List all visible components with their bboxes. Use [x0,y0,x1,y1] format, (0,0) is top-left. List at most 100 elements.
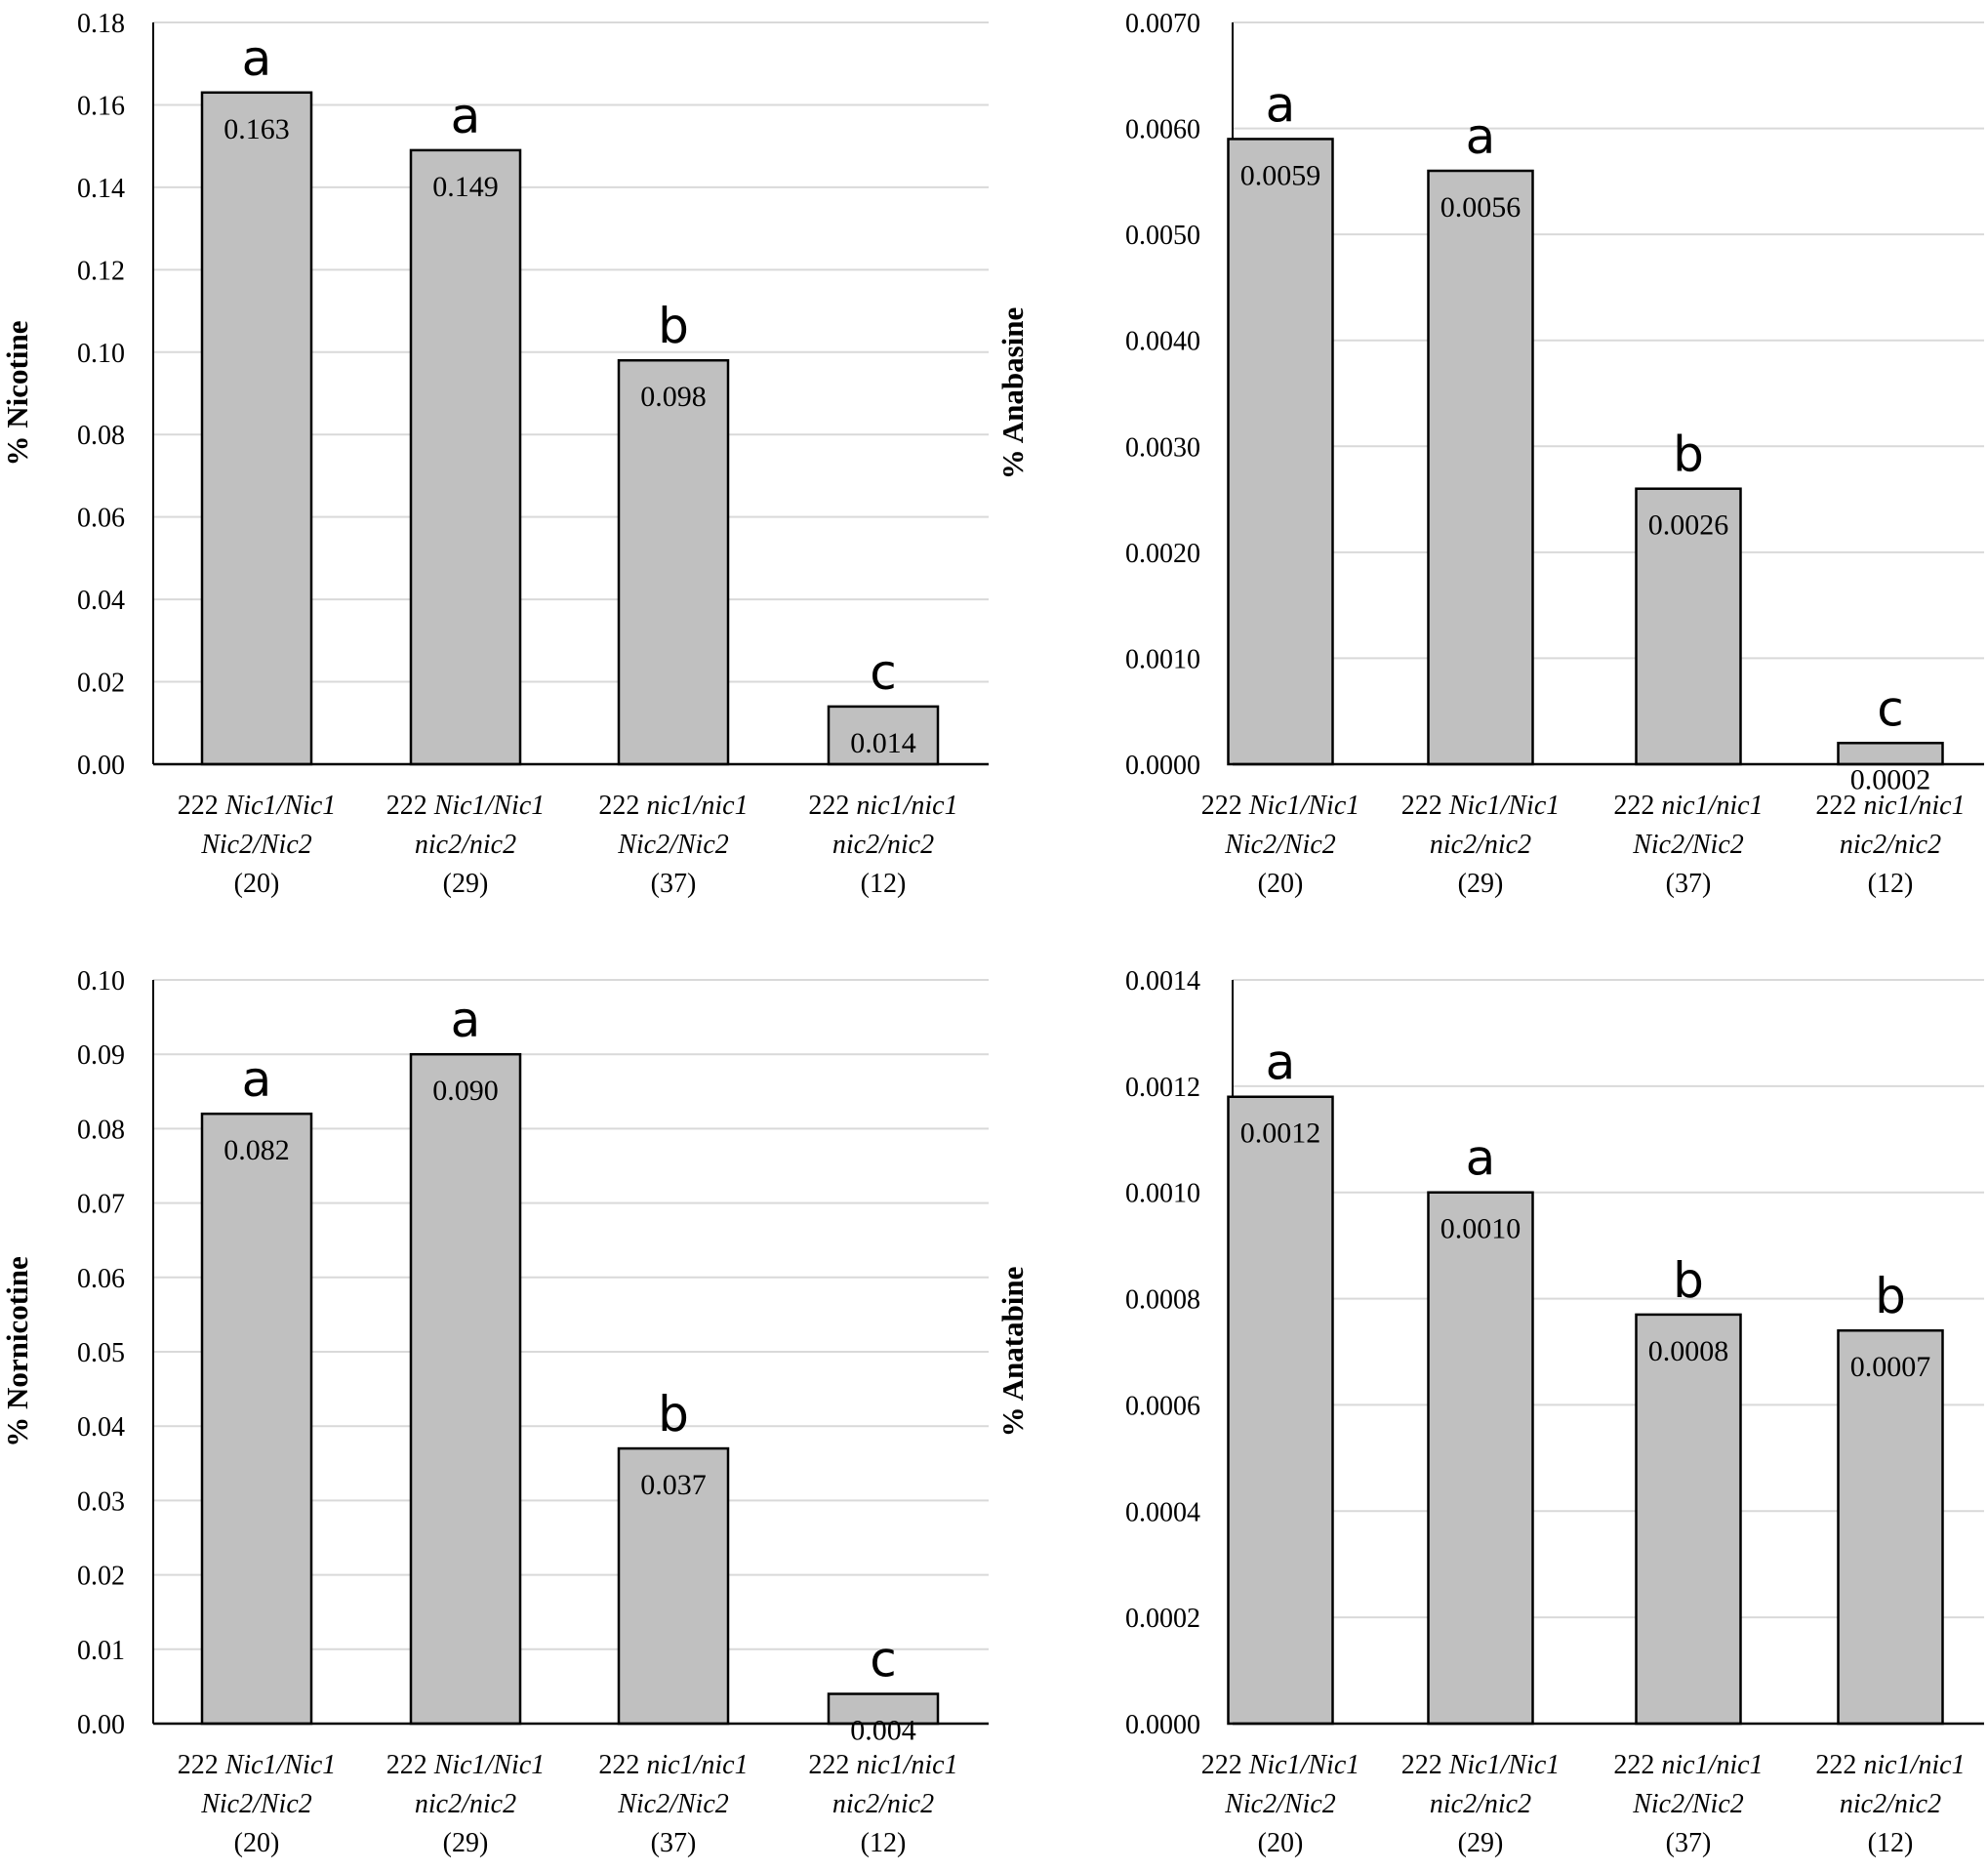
x-tick-label: 222 nic1/nic1 [1613,791,1763,821]
x-tick-prefix: 222 [1815,791,1863,821]
x-tick-prefix: 222 [598,791,646,821]
y-tick-label: 0.14 [77,174,125,204]
y-tick-label: 0.08 [77,421,125,451]
y-tick-label: 0.06 [77,1264,125,1294]
significance-letter: a [451,992,481,1048]
y-tick-label: 0.10 [77,339,125,369]
x-tick-genotype-2: Nic2/Nic2 [617,1789,729,1819]
x-tick-label: 222 nic1/nic1 [1815,791,1965,821]
y-tick-label: 0.04 [77,586,125,616]
significance-letter: a [1466,1130,1496,1187]
y-tick-label: 0.10 [77,966,125,997]
significance-letter: a [451,88,481,144]
bar [1427,1191,1534,1726]
x-tick-genotype-1: nic1/nic1 [1863,791,1965,821]
significance-letter: b [1875,1268,1906,1324]
x-tick-genotype-1: Nic1/Nic1 [1448,1750,1561,1780]
bar [827,705,940,766]
significance-letter: c [1877,680,1904,737]
x-tick-genotype-1: Nic1/Nic1 [224,1750,337,1780]
y-tick-label: 0.0014 [1125,966,1200,997]
y-tick-label: 0.0012 [1125,1073,1200,1103]
bar-value-label: 0.082 [223,1134,290,1166]
x-tick-label: 222 nic1/nic1 [1815,1750,1965,1780]
bar [1837,1328,1944,1726]
bar-value-label: 0.0010 [1440,1213,1521,1245]
y-tick-label: 0.0050 [1125,221,1200,251]
chart-nornicotine: 0.00 0.01 0.02 0.03 0.04 0.05 0.06 0.07 0.08 0.09… [0,935,994,1871]
bar [1635,1313,1742,1726]
bar [1427,169,1534,766]
x-tick-label: 222 nic1/nic1 [808,791,957,821]
y-axis-label: % Nornicotine [0,1256,34,1446]
chart-nicotine-svg: 0.00 0.02 0.04 0.06 0.08 0.10 0.12 0.14 0.16 0.18… [0,9,989,899]
significance-letter: b [1673,1252,1704,1309]
bar-value-label: 0.098 [640,381,707,413]
y-tick-label: 0.12 [77,256,125,286]
x-tick-genotype-1: Nic1/Nic1 [1248,791,1360,821]
x-tick-prefix: 222 [386,791,434,821]
y-tick-label: 0.09 [77,1040,125,1071]
x-tick-sample-size: (37) [651,1828,697,1858]
x-tick-genotype-2: nic2/nic2 [415,1789,516,1819]
x-tick-genotype-1: Nic1/Nic1 [1248,1750,1360,1780]
x-tick-genotype-1: Nic1/Nic1 [433,791,546,821]
x-tick-label: 222 Nic1/Nic1 [178,791,337,821]
x-tick-genotype-2: nic2/nic2 [832,830,934,860]
x-tick-label: 222 nic1/nic1 [598,791,748,821]
significance-letter: b [658,298,689,354]
x-tick-sample-size: (37) [651,869,697,899]
x-tick-genotype-1: Nic1/Nic1 [1448,791,1561,821]
y-tick-label: 0.0040 [1125,327,1200,357]
chart-anatabine-svg: 0.0000 0.0002 0.0004 0.0006 0.0008 0.0010 0.00… [995,966,1984,1858]
x-tick-genotype-1: Nic1/Nic1 [433,1750,546,1780]
x-tick-sample-size: (20) [234,869,280,899]
y-tick-label: 0.02 [77,669,125,699]
x-tick-label: 222 nic1/nic1 [598,1750,748,1780]
x-tick-label: 222 nic1/nic1 [808,1750,957,1780]
chart-nornicotine-svg: 0.00 0.01 0.02 0.03 0.04 0.05 0.06 0.07 0.08 0.09… [0,966,989,1858]
y-tick-label: 0.04 [77,1412,125,1443]
x-tick-sample-size: (29) [443,1828,489,1858]
bar-value-label: 0.090 [432,1075,499,1107]
y-tick-label: 0.0006 [1125,1391,1200,1421]
bar [1837,742,1944,766]
bar-value-label: 0.0026 [1648,509,1729,542]
bar [617,358,730,766]
y-tick-label: 0.0010 [1125,644,1200,674]
x-tick-genotype-1: nic1/nic1 [856,1750,957,1780]
y-tick-label: 0.03 [77,1486,125,1517]
x-tick-prefix: 222 [1613,1750,1661,1780]
x-tick-genotype-1: nic1/nic1 [646,1750,748,1780]
x-tick-genotype-2: Nic2/Nic2 [617,830,729,860]
x-tick-sample-size: (12) [1868,869,1914,899]
y-tick-label: 0.0020 [1125,539,1200,569]
y-tick-label: 0.18 [77,9,125,39]
chart-anabasine: 0.0000 0.0010 0.0020 0.0030 0.0040 0.0050 0.00… [994,0,1988,935]
x-tick-sample-size: (12) [1868,1828,1914,1858]
x-tick-genotype-2: Nic2/Nic2 [1224,830,1336,860]
x-tick-genotype-2: nic2/nic2 [832,1789,934,1819]
x-tick-label: 222 Nic1/Nic1 [386,791,546,821]
x-tick-label: 222 Nic1/Nic1 [178,1750,337,1780]
x-tick-genotype-2: Nic2/Nic2 [1632,830,1744,860]
y-tick-label: 0.0000 [1125,1710,1200,1740]
bar [1227,138,1334,766]
bar-value-label: 0.004 [850,1715,916,1747]
y-tick-label: 0.16 [77,91,125,121]
chart-nicotine: 0.00 0.02 0.04 0.06 0.08 0.10 0.12 0.14 0.16 0.18… [0,0,994,935]
significance-letter: a [242,1051,272,1108]
x-tick-genotype-2: nic2/nic2 [1430,1789,1531,1819]
y-tick-label: 0.01 [77,1636,125,1666]
bar [200,91,313,766]
x-tick-prefix: 222 [1815,1750,1863,1780]
bar [1227,1095,1334,1726]
x-tick-sample-size: (20) [1258,1828,1304,1858]
chart-anatabine: 0.0000 0.0002 0.0004 0.0006 0.0008 0.0010 0.00… [994,935,1988,1871]
x-tick-prefix: 222 [808,1750,856,1780]
x-tick-sample-size: (12) [861,869,907,899]
significance-letter: c [870,1632,897,1688]
y-tick-label: 0.0002 [1125,1604,1200,1634]
significance-letter: c [870,644,897,701]
y-tick-label: 0.07 [77,1190,125,1220]
